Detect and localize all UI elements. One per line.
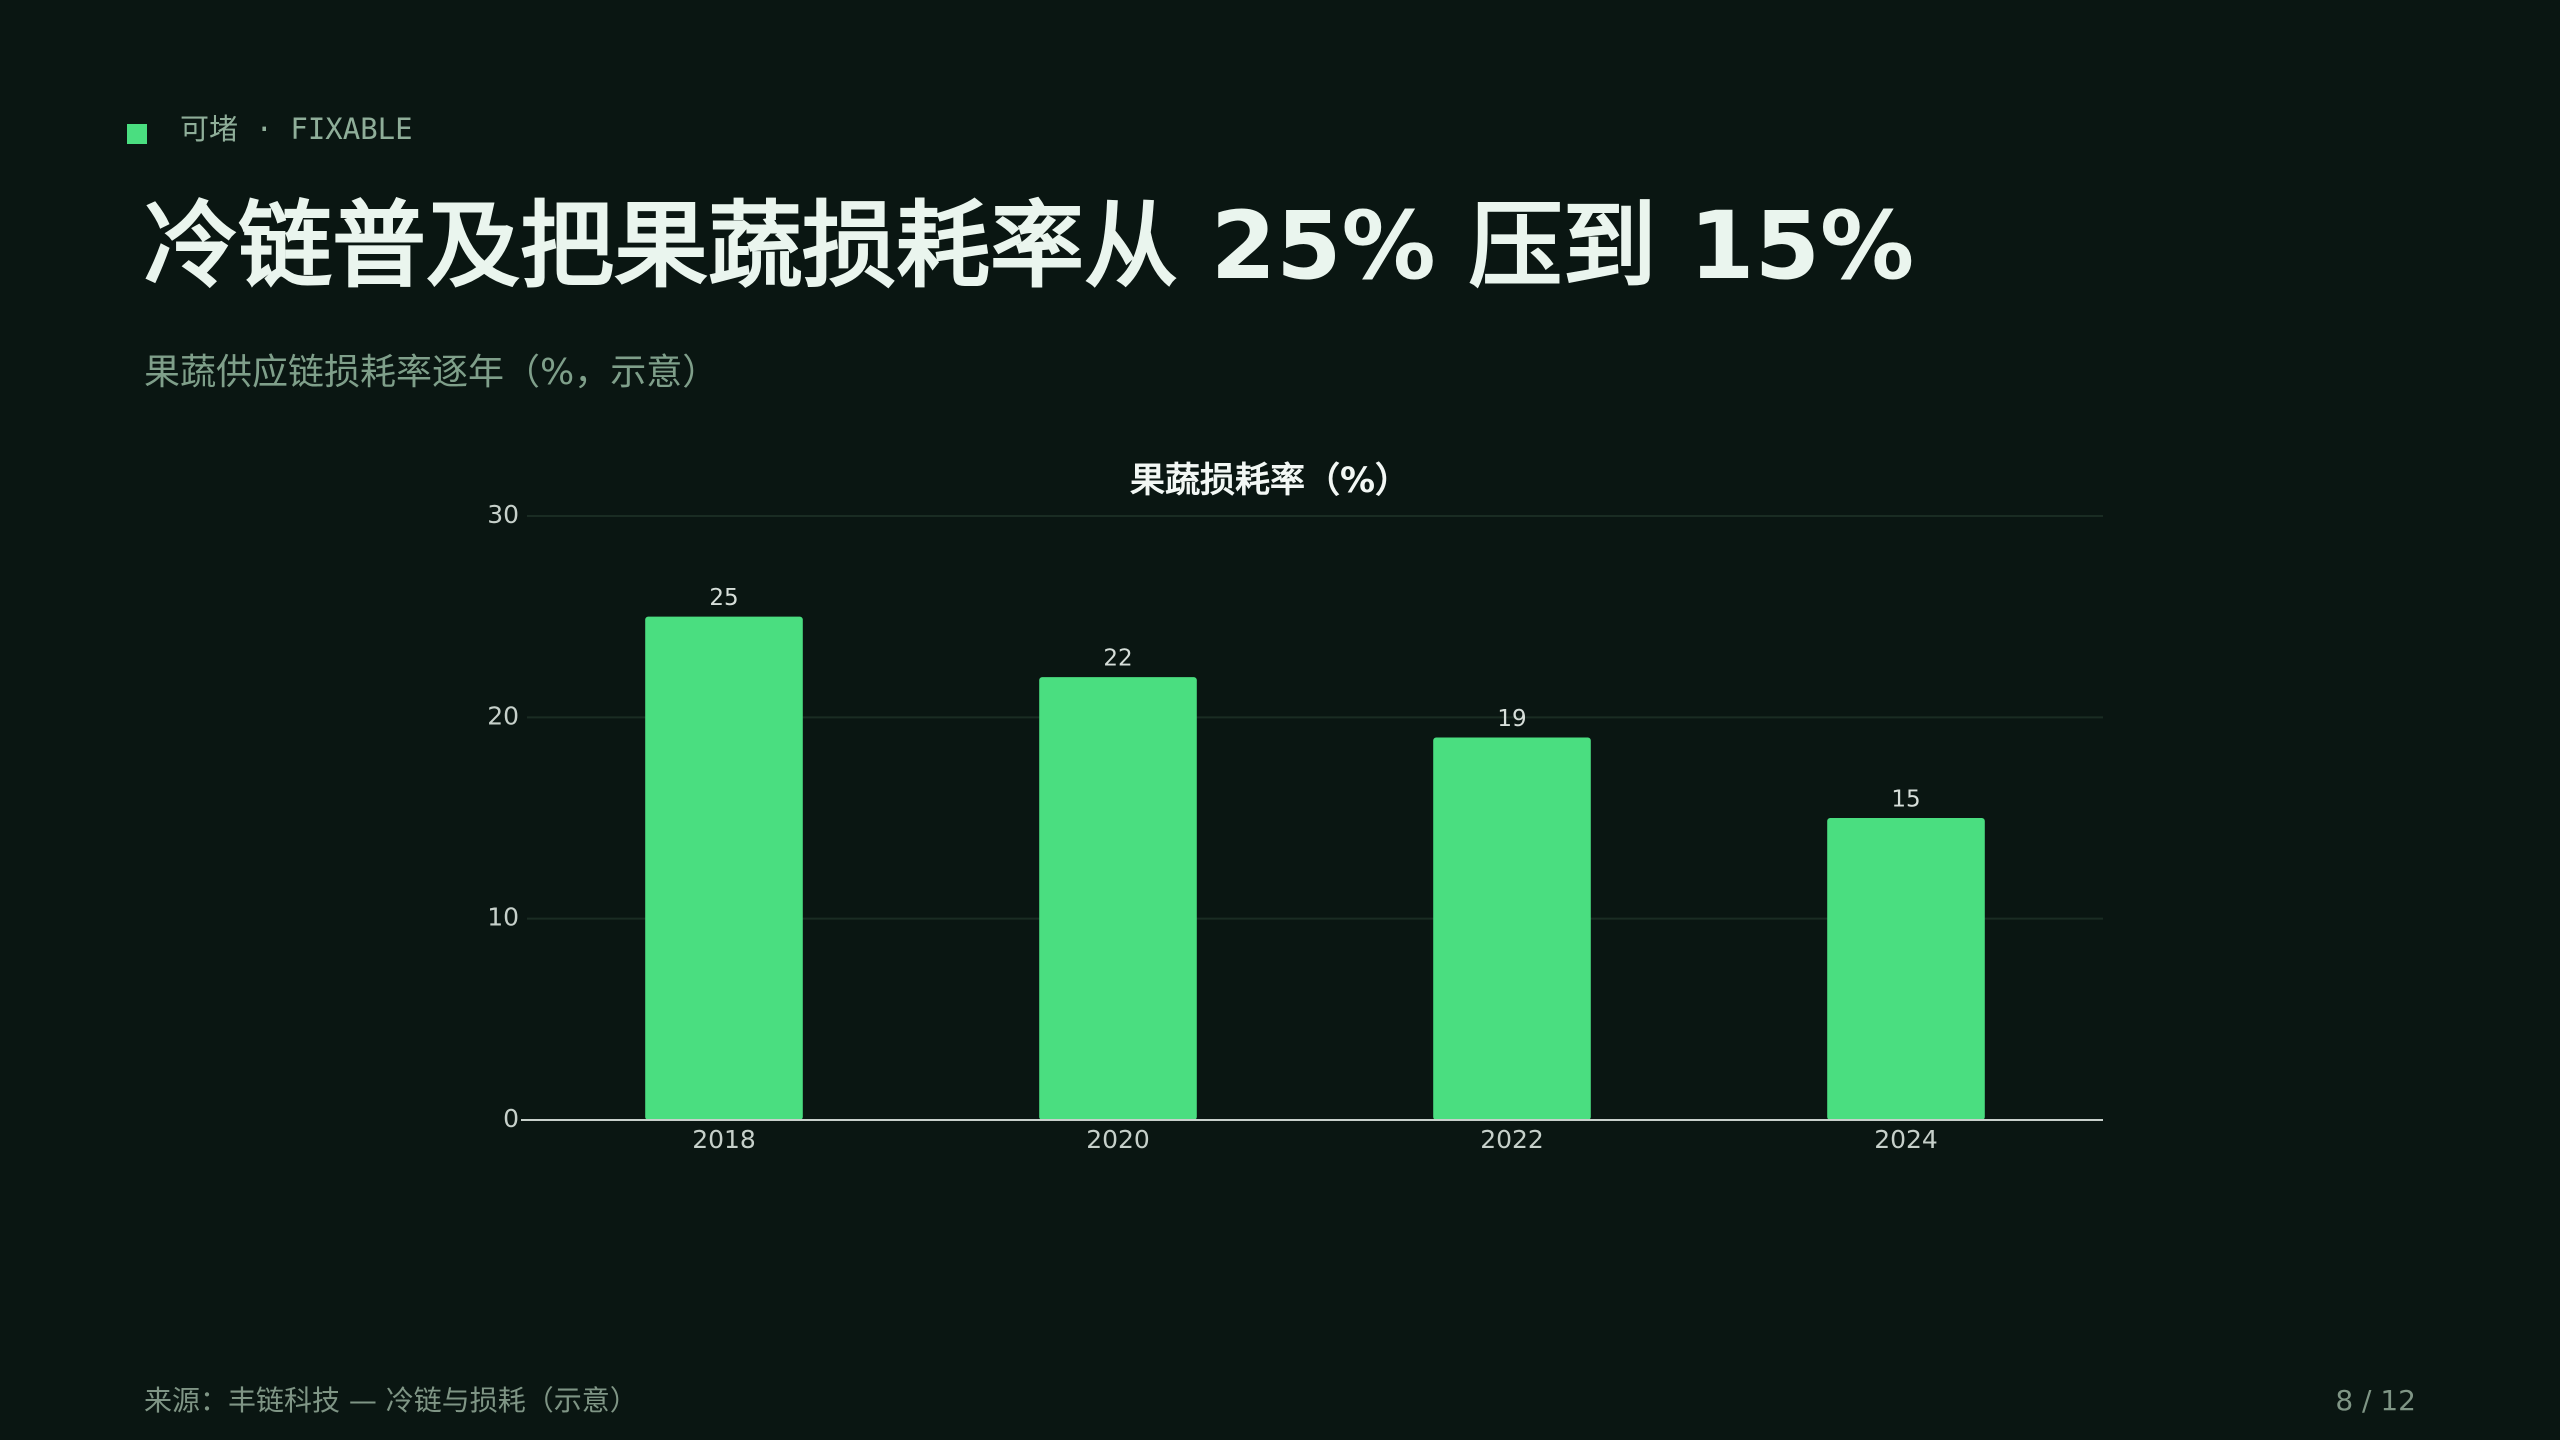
value-label: 22 (1103, 646, 1132, 672)
value-label: 25 (709, 585, 738, 611)
value-label: 15 (1891, 787, 1920, 813)
bar (645, 616, 803, 1120)
tag-icon (127, 124, 147, 144)
plot: 0 10 20 30 2018 25 2020 22 2022 19 2024 15 (487, 500, 2103, 1154)
y-tick-label: 0 (503, 1104, 519, 1133)
x-tick-label: 2022 (1480, 1125, 1544, 1154)
y-tick-label: 20 (487, 701, 519, 730)
page-number: 8 / 12 (2335, 1384, 2416, 1417)
y-tick-label: 30 (487, 500, 519, 529)
subtitle: 果蔬供应链损耗率逐年（%，示意） (144, 352, 718, 393)
x-tick-label: 2018 (692, 1125, 756, 1154)
bar (1827, 818, 1985, 1120)
chart-title: 果蔬损耗率（%） (1130, 461, 1410, 501)
x-tick-label: 2020 (1086, 1125, 1150, 1154)
y-tick-label: 10 (487, 903, 519, 932)
tag: 可堵 · FIXABLE (180, 112, 413, 146)
x-tick-label: 2024 (1874, 1125, 1938, 1154)
bar (1433, 737, 1591, 1120)
source: 来源：丰链科技 — 冷链与损耗（示意） (144, 1384, 638, 1417)
bar (1039, 677, 1197, 1120)
title: 冷链普及把果蔬损耗率从 25% 压到 15% (144, 192, 1914, 301)
value-label: 19 (1497, 706, 1526, 732)
